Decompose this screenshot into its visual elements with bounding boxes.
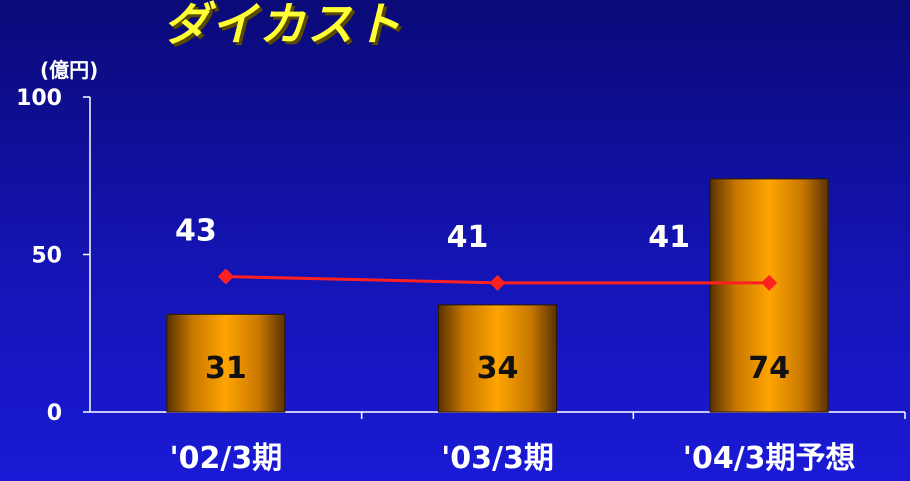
line-point bbox=[217, 268, 234, 285]
line-data-label: 41 bbox=[447, 220, 489, 255]
bar bbox=[166, 313, 286, 413]
line-data-label: 43 bbox=[175, 214, 217, 249]
y-axis-unit: (億円) bbox=[40, 58, 99, 82]
y-tick-label: 0 bbox=[47, 401, 62, 426]
bar bbox=[438, 304, 557, 413]
y-tick-label: 100 bbox=[16, 86, 62, 111]
line-point bbox=[761, 274, 778, 291]
bar-data-label: 74 bbox=[748, 351, 790, 386]
bar bbox=[709, 178, 829, 413]
bar-data-label: 31 bbox=[205, 351, 247, 386]
x-tick-label: '02/3期 bbox=[169, 441, 282, 476]
x-tick-label: '03/3期 bbox=[441, 441, 554, 476]
x-tick-label: '04/3期予想 bbox=[683, 441, 856, 476]
line-data-label: 41 bbox=[648, 220, 690, 255]
bar-data-label: 34 bbox=[477, 351, 519, 386]
y-tick-label: 50 bbox=[31, 244, 62, 269]
chart-title: ダイカスト bbox=[163, 0, 403, 51]
line-point bbox=[489, 274, 506, 291]
